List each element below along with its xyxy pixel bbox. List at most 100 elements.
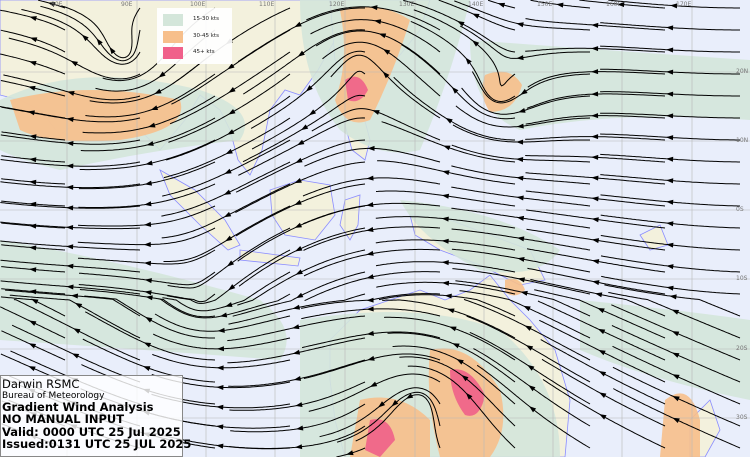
longitude-label: 100E [190,1,206,8]
streamline-arrow [296,425,304,431]
streamline-arrow [666,199,674,205]
streamline-arrow [591,238,600,244]
wind-speed-area [660,393,700,457]
streamline-arrow [300,124,309,131]
streamline-arrow [666,242,674,248]
streamline-arrow [382,48,391,55]
streamline-arrow [294,222,302,228]
streamline-arrow [591,69,599,75]
streamline-arrow [294,199,302,205]
streamline-arrow [225,235,233,242]
streamline-arrow [666,69,674,75]
streamline-arrow [391,399,399,407]
streamline-arrow [672,417,680,424]
streamline-arrow [445,117,453,124]
streamline-arrow [669,294,677,300]
streamline-arrow [74,302,83,309]
streamline-arrow [144,278,152,284]
streamline-arrow [452,343,460,349]
streamline-arrow [28,85,36,91]
streamline-arrow [31,298,39,305]
streamline-arrow [591,259,600,265]
streamline-arrow [145,160,153,166]
longitude-label: 90E [121,1,133,8]
streamline-arrow [143,342,152,348]
legend-label: 45+ kts [193,49,215,55]
streamline-arrow [472,40,480,47]
streamline-arrow [66,225,74,231]
longitude-label: 80E [51,1,63,8]
streamline-arrow [599,392,607,398]
wind-speed-area [470,40,750,130]
streamline-arrow [520,290,528,296]
streamline-arrow [666,135,674,141]
streamline-arrow [520,88,528,95]
streamline-arrow [528,385,536,392]
streamline-arrow [29,16,37,21]
longitude-label: 130E [399,1,415,8]
streamline-arrow [591,91,599,97]
streamline-arrow [142,366,151,371]
streamline-arrow [29,245,37,251]
streamline-arrow [28,343,37,349]
streamline-arrow [226,260,235,267]
streamline-arrow [66,140,74,146]
streamline-arrow [591,22,599,28]
streamline-arrow [295,402,303,407]
streamline-arrow [366,227,374,232]
streamline-arrow [465,57,472,65]
streamline-arrow [228,87,236,93]
streamline-arrow [442,170,450,176]
streamline-arrow [666,285,674,291]
latitude-label: 0S [736,206,744,213]
streamline-arrow [29,320,37,326]
streamline-arrow [447,308,455,314]
streamline-arrow [28,366,36,372]
streamline-arrow [66,284,74,290]
streamline-arrow [224,168,232,174]
streamline-arrow [29,179,37,185]
streamline-arrow [67,91,75,96]
streamline-arrow [516,175,524,181]
legend: 15-30 kts 30-45 kts 45+ kts [157,8,232,64]
legend-item-15-30: 15-30 kts [163,14,233,26]
latitude-label: 20S [736,345,748,352]
streamline-arrow [305,85,313,92]
streamline-arrow [382,71,390,79]
streamline-arrow [457,21,465,27]
streamline-arrow [295,269,303,275]
streamline-arrow [66,244,74,250]
streamline-arrow [295,246,303,252]
streamline-arrow [143,260,152,266]
streamline-arrow [71,353,80,359]
wind-speed-area [0,240,287,360]
streamline-arrow [66,184,74,190]
streamline-arrow [81,34,89,42]
input-note: NO MANUAL INPUT [2,412,125,427]
streamline-arrow [441,238,449,244]
streamline-arrow [143,221,152,227]
streamline-arrow [216,365,224,371]
streamline-arrow [29,61,37,66]
streamline-arrow [597,328,606,335]
streamline-arrow [216,346,224,352]
wind-speed-area [482,71,522,112]
streamline-arrow [598,349,606,356]
streamline-arrow [227,129,235,135]
streamline-arrow [517,277,525,283]
streamline-arrow [217,327,225,333]
streamline-arrow [146,141,154,146]
streamline-arrow [666,25,674,31]
streamline-arrow [370,5,378,11]
streamline-arrow [516,215,525,221]
streamline-arrow [223,211,232,218]
streamline-arrow [366,274,374,280]
streamline-arrow [451,86,459,94]
streamline-arrow [591,217,599,223]
streamline-arrow [527,364,535,371]
streamline-arrow [154,88,162,95]
streamline-arrow [294,178,302,184]
streamline-arrow [295,292,304,299]
legend-swatch [163,31,183,43]
